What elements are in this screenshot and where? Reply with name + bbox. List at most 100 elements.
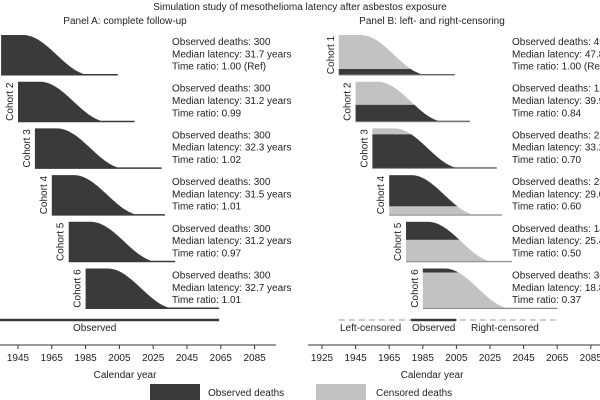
x-tick-label: 1965 (41, 353, 64, 364)
observed-deaths-area (355, 104, 470, 122)
x-tick-label: 1945 (344, 353, 367, 364)
cohort-stat: Observed deaths: 300 (172, 271, 271, 282)
cohort-3: Cohort 3 Observed deaths: 300 Median laten… (22, 128, 292, 169)
cohort-stat: Time ratio: 0.99 (172, 108, 242, 119)
observed-deaths-area (85, 268, 220, 309)
censored-deaths-area (338, 35, 455, 75)
x-tick-label: 2005 (108, 353, 131, 364)
observed-deaths-area (338, 69, 455, 75)
cohort-stat: Observed deaths: 300 (172, 84, 271, 95)
x-tick-label: 1965 (378, 353, 401, 364)
observed-deaths-area (406, 221, 460, 240)
cohort-stat: Time ratio: 0.97 (172, 248, 242, 259)
cohort-stat: Observed deaths: 23 (512, 177, 600, 188)
cohort-stat: Observed deaths: 300 (172, 130, 271, 141)
observed-deaths-area (1, 35, 118, 75)
observed-deaths-area (389, 175, 458, 207)
cohort-stat: Time ratio: 0.70 (512, 155, 582, 166)
cohort-stat: Median latency: 31.2 years (172, 236, 292, 247)
cohort-stat: Time ratio: 1.02 (172, 155, 242, 166)
cohort-stat: Median latency: 32.3 years (172, 143, 292, 154)
x-tick-label: 1985 (74, 353, 97, 364)
legend-censored-label: Censored deaths (376, 388, 452, 399)
cohort-label: Cohort 5 (56, 222, 67, 261)
cohort-label: Cohort 1 (326, 35, 337, 74)
cohort-stat: Median latency: 31.7 years (172, 49, 292, 60)
x-tick-label: 2045 (512, 353, 535, 364)
left-censored-label: Left-censored (340, 323, 401, 334)
cohort-label: Cohort 4 (39, 175, 50, 214)
censored-deaths-area (422, 268, 558, 309)
cohort-label: Cohort 5 (393, 222, 404, 261)
cohort-label: Cohort 2 (5, 82, 16, 121)
cohort-stat: Median latency: 18.8 (512, 283, 600, 294)
cohort-stat: Observed deaths: 300 (172, 224, 271, 235)
observed-deaths-area (372, 134, 497, 169)
x-tick-label: 2085 (243, 353, 266, 364)
legend-censored-swatch (316, 384, 366, 400)
observed-window-label: Observed (73, 323, 116, 334)
observed-deaths-area (68, 221, 176, 262)
cohort-3: Cohort 3 Observed deaths: 23 Median latenc… (359, 128, 600, 169)
cohort-stat: Observed deaths: 49 (512, 37, 600, 48)
legend-observed-label: Observed deaths (208, 388, 284, 399)
right-censored-label: Right-censored (471, 323, 539, 334)
cohort-stat: Time ratio: 0.84 (512, 108, 582, 119)
x-tick-label: 1945 (7, 353, 30, 364)
x-tick-label: 2005 (445, 353, 468, 364)
cohort-stat: Median latency: 31.5 years (172, 189, 292, 200)
observation-window-legend: Observed (0, 318, 220, 334)
observed-deaths-area (422, 268, 459, 273)
x-tick-label: 2025 (479, 353, 502, 364)
legend: Observed deaths Censored deaths (150, 384, 452, 400)
observed-window-label: Observed (412, 323, 455, 334)
cohort-label: Cohort 6 (410, 269, 421, 308)
observed-deaths-area (51, 175, 166, 216)
cohort-stat: Median latency: 33.2 (512, 143, 600, 154)
cohort-stat: Time ratio: 1.00 (Ref) (172, 62, 266, 73)
x-tick-label: 1925 (311, 353, 334, 364)
cohort-stat: Median latency: 25.4 (512, 236, 600, 247)
cohort-stat: Time ratio: 1.01 (172, 295, 242, 306)
legend-observed-swatch (150, 384, 200, 400)
x-tick-label: 2065 (546, 353, 569, 364)
cohort-stat: Observed deaths: 300 (172, 37, 271, 48)
cohort-label: Cohort 3 (22, 129, 33, 168)
cohort-stat: Observed deaths: 36 (512, 271, 600, 282)
x-axis: 1925 1945 1965 1985 2005 2025 2045 2065 2085 Cale… (308, 344, 600, 381)
observed-deaths-area (34, 128, 162, 169)
cohort-stat: Median latency: 31.2 years (172, 96, 292, 107)
cohort-label: Cohort 3 (359, 129, 370, 168)
panel-b: Cohort 1 Observed deaths: 49 Median latenc… (308, 35, 600, 381)
cohort-stat: Observed deaths: 300 (172, 177, 271, 188)
cohort-stat: Observed deaths: 23 (512, 130, 600, 141)
cohort-stat: Time ratio: 0.50 (512, 248, 582, 259)
cohort-stat: Time ratio: 1.01 (172, 202, 242, 213)
observation-window-legend: Left-censored Observed Right-censored (338, 318, 558, 334)
cohort-stat: Time ratio: 1.00 (Ref (512, 62, 600, 73)
observed-deaths-area (18, 81, 135, 122)
x-axis: 1945 1965 1985 2005 2025 2045 2065 2085 Calendar… (0, 344, 276, 381)
x-axis-title: Calendar year (401, 370, 464, 381)
cohort-stat: Time ratio: 0.37 (512, 295, 582, 306)
cohort-stat: Time ratio: 0.60 (512, 202, 582, 213)
panel-b-title: Panel B: left- and right-censoring (359, 16, 505, 27)
cohort-label: Cohort 4 (376, 175, 387, 214)
x-tick-label: 2045 (176, 353, 199, 364)
cohort-stat: Median latency: 32.7 years (172, 283, 292, 294)
x-tick-label: 1985 (412, 353, 435, 364)
cohort-stat: Observed deaths: 12 (512, 84, 600, 95)
cohort-label: Cohort 6 (73, 269, 84, 308)
cohort-stat: Median latency: 39.9 (512, 96, 600, 107)
x-tick-label: 2025 (142, 353, 165, 364)
x-tick-label: 2065 (210, 353, 233, 364)
x-tick-label: 2085 (580, 353, 600, 364)
